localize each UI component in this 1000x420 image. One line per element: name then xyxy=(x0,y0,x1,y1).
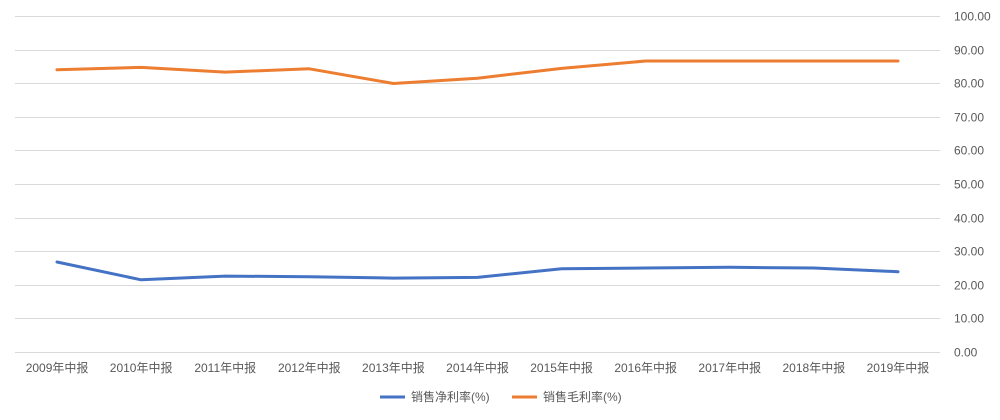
y-tick-label: 60.00 xyxy=(954,144,984,158)
y-tick-label: 100.00 xyxy=(954,10,991,24)
x-tick-label: 2019年中报 xyxy=(867,360,930,375)
y-tick-label: 30.00 xyxy=(954,245,984,259)
y-tick-label: 50.00 xyxy=(954,178,984,192)
x-tick-label: 2014年中报 xyxy=(446,360,509,375)
x-tick-label: 2015年中报 xyxy=(530,360,593,375)
x-tick-label: 2012年中报 xyxy=(278,360,341,375)
gridlines xyxy=(15,16,940,353)
x-tick-label: 2017年中报 xyxy=(698,360,761,375)
y-tick-label: 0.00 xyxy=(954,346,978,360)
y-tick-label: 70.00 xyxy=(954,111,984,125)
x-tick-label: 2011年中报 xyxy=(194,360,256,375)
x-tick-label: 2009年中报 xyxy=(26,360,89,375)
y-tick-label: 10.00 xyxy=(954,312,984,326)
y-tick-label: 90.00 xyxy=(954,44,984,58)
legend-entry-gross-margin: 销售毛利率(%) xyxy=(512,389,622,404)
series-lines xyxy=(55,59,900,282)
legend-label-gross-margin: 销售毛利率(%) xyxy=(543,389,622,404)
y-tick-label: 80.00 xyxy=(954,77,984,91)
y-tick-label: 20.00 xyxy=(954,279,984,293)
series-line-gross-margin xyxy=(55,59,900,85)
x-tick-label: 2010年中报 xyxy=(110,360,173,375)
x-axis-tick-labels: 2009年中报 2010年中报 2011年中报 2012年中报 2013年中报 2014年… xyxy=(26,360,930,375)
series-line-net-margin xyxy=(55,260,900,282)
legend-entry-net-margin: 销售净利率(%) xyxy=(380,389,490,404)
x-tick-label: 2016年中报 xyxy=(614,360,677,375)
y-tick-label: 40.00 xyxy=(954,212,984,226)
x-tick-label: 2018年中报 xyxy=(783,360,846,375)
legend: 销售净利率(%) 销售毛利率(%) xyxy=(380,389,622,404)
legend-label-net-margin: 销售净利率(%) xyxy=(411,389,490,404)
x-tick-label: 2013年中报 xyxy=(362,360,425,375)
y-axis-tick-labels: 0.00 10.00 20.00 30.00 40.00 50.00 60.00 70.00 8… xyxy=(954,10,991,360)
